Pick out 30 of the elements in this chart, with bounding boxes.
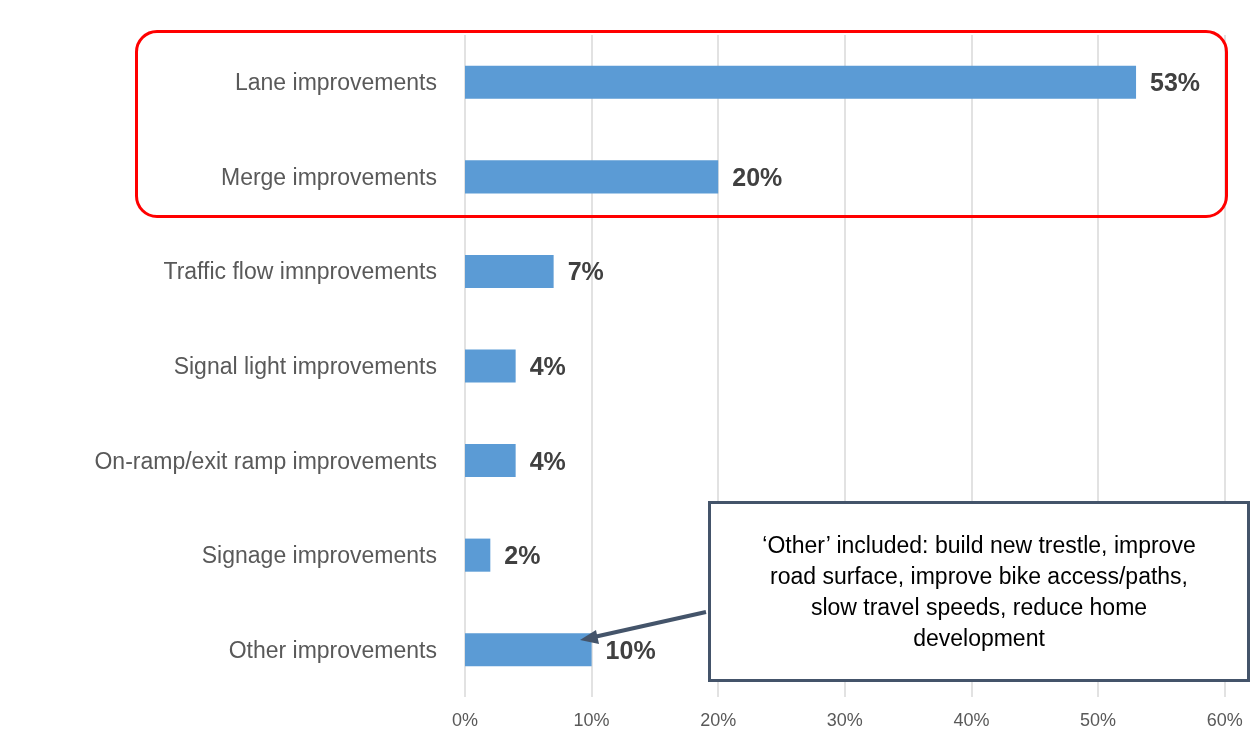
bar — [465, 633, 592, 667]
note-box: ‘Other’ included: build new trestle, improve road surface, improve bike access/paths, slow travel speeds, reduce home development — [708, 501, 1250, 682]
data-label: 4% — [529, 352, 566, 380]
data-label: 4% — [529, 446, 566, 475]
bar — [465, 254, 554, 288]
y-tick-label: Other improvements — [228, 636, 437, 663]
annotation: ‘Other’ included: build new trestle, improve road surface, improve bike access/paths, slow travel speeds, reduce home development — [761, 530, 1197, 653]
y-tick-label: Signal light improvements — [173, 353, 437, 379]
x-tick-label: 20% — [700, 710, 737, 730]
bar — [465, 538, 491, 572]
y-tick-label: On-ramp/exit ramp improvements — [94, 447, 437, 474]
bar — [465, 444, 516, 478]
data-label: 53% — [1150, 68, 1201, 97]
data-label: 20% — [732, 162, 783, 191]
x-tick-label: 40% — [953, 710, 990, 730]
x-tick-label: 30% — [826, 710, 863, 730]
bar — [465, 160, 719, 194]
x-tick-label: 0% — [451, 710, 479, 730]
data-label: 10% — [605, 635, 656, 664]
bar — [465, 65, 1137, 99]
x-tick-label: 10% — [573, 710, 610, 730]
y-tick-label: Traffic flow imnprovements — [163, 258, 437, 285]
x-tick-label: 50% — [1080, 710, 1117, 730]
x-tick-label: 60% — [1206, 710, 1243, 730]
y-tick-label: Lane improvements — [235, 69, 437, 96]
y-tick-label: Signage improvements — [201, 542, 437, 569]
bar — [465, 349, 516, 383]
data-label: 7% — [567, 257, 604, 286]
data-label: 2% — [504, 541, 541, 570]
y-tick-label: Merge improvements — [220, 163, 437, 190]
